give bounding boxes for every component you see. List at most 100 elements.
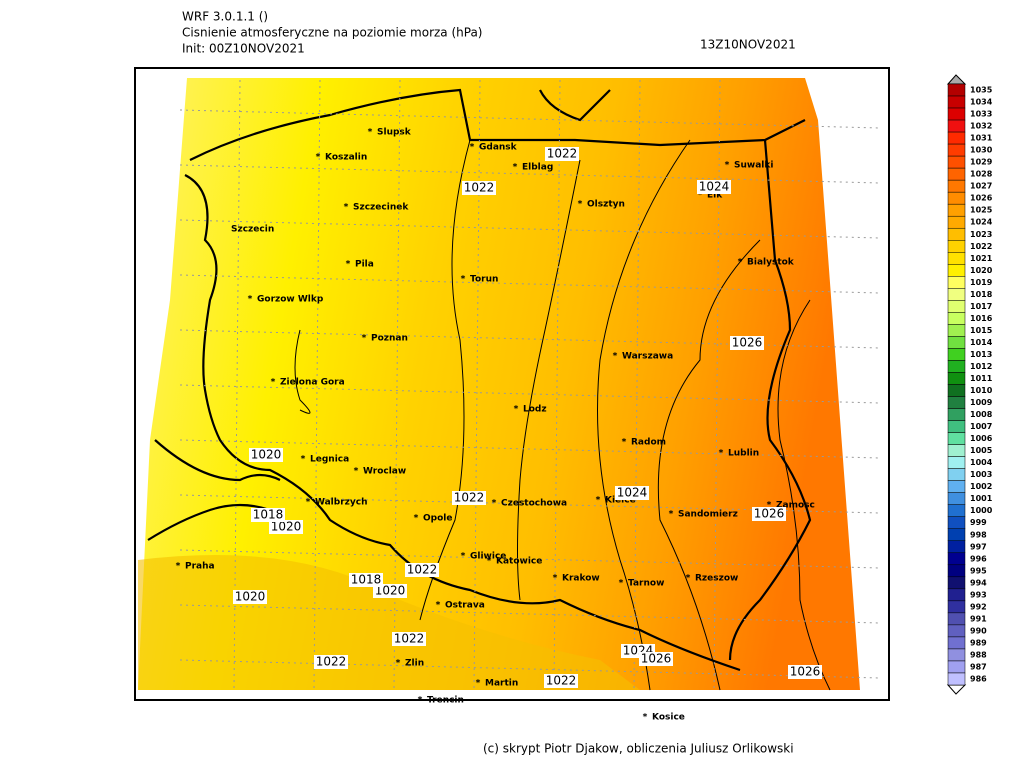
city-marker: * (738, 258, 743, 268)
colorbar-swatch (947, 131, 966, 145)
colorbar-bottom-arrow (946, 684, 967, 695)
contour-label: 1022 (547, 147, 578, 161)
contour-label-bg (349, 573, 383, 587)
city-marker: * (301, 455, 306, 465)
contour-label: 1020 (251, 448, 282, 462)
map (134, 67, 890, 701)
city-label: Slupsk (377, 128, 412, 138)
city-label: Radom (631, 438, 666, 448)
colorbar-label: 1001 (970, 494, 993, 503)
city-label: Szczecinek (353, 203, 409, 213)
city-marker: * (470, 143, 475, 153)
colorbar-label: 1004 (970, 458, 993, 467)
colorbar-label: 1031 (970, 134, 993, 143)
city-label: Praha (185, 562, 215, 572)
model-label: WRF 3.0.1.1 () (182, 10, 268, 24)
city-marker: * (596, 496, 601, 506)
city-label: Koszalin (325, 153, 367, 163)
colorbar-label: 1035 (970, 86, 993, 95)
colorbar-label: 1011 (970, 374, 993, 383)
colorbar-label: 1000 (970, 506, 993, 515)
colorbar-swatch (947, 564, 966, 578)
colorbar-swatch (947, 444, 966, 457)
graticule-line (179, 274, 881, 294)
city-label: Gdansk (479, 143, 518, 153)
colorbar-label: 1020 (970, 266, 993, 275)
colorbar-label: 990 (970, 626, 987, 635)
city-label: Walbrzych (315, 498, 368, 508)
colorbar-swatch (947, 540, 966, 554)
contour-label: 1024 (617, 486, 648, 500)
city-label: Opole (423, 514, 452, 524)
colorbar-swatch (947, 612, 966, 626)
city-label: Bialystok (747, 258, 795, 268)
contour-label-bg (788, 665, 822, 679)
city-marker: * (725, 161, 730, 171)
colorbar-label: 1021 (970, 254, 993, 263)
credits: (c) skrypt Piotr Djakow, obliczenia Juli… (483, 742, 794, 756)
city-label: Pila (355, 260, 374, 270)
colorbar-label: 1030 (970, 146, 993, 155)
city-label: Sandomierz (678, 510, 738, 520)
colorbar-swatch (947, 468, 966, 481)
city-marker: * (476, 679, 481, 689)
colorbar-label: 1018 (970, 290, 993, 299)
colorbar-swatch (947, 107, 966, 121)
contour-label-bg (462, 181, 496, 195)
city-label: Warszawa (622, 352, 673, 362)
colorbar-swatch (947, 155, 966, 169)
colorbar-swatch (947, 648, 966, 662)
colorbar-swatch (947, 588, 966, 602)
colorbar-label: 1028 (970, 170, 993, 179)
colorbar-label: 989 (970, 638, 987, 647)
contour-label: 1026 (641, 652, 672, 666)
colorbar-swatch (947, 83, 966, 97)
colorbar-label: 1014 (970, 338, 993, 347)
city-label: Tarnow (628, 579, 664, 589)
colorbar-swatch (947, 636, 966, 650)
city-marker: * (613, 352, 618, 362)
colorbar-label: 994 (970, 578, 987, 587)
colorbar-label: 988 (970, 650, 987, 659)
contour-label: 1022 (464, 181, 495, 195)
map-frame (134, 67, 890, 701)
city-label: Szczecin (231, 225, 274, 235)
city-marker: * (418, 696, 423, 706)
colorbar-swatch (947, 215, 966, 229)
colorbar-swatch (947, 324, 966, 337)
city-marker: * (461, 275, 466, 285)
colorbar-swatch (947, 300, 966, 313)
colorbar-swatch (947, 396, 966, 409)
colorbar-top-arrow (946, 74, 967, 85)
colorbar-label: 998 (970, 530, 987, 539)
city-marker: * (698, 191, 703, 201)
city-marker: * (492, 499, 497, 509)
colorbar-swatch (947, 191, 966, 205)
map-title: Cisnienie atmosferyczne na poziomie morz… (182, 26, 483, 40)
contour-label-bg (373, 584, 407, 598)
colorbar-swatch (947, 167, 966, 181)
city-marker: * (767, 501, 772, 511)
init-time: Init: 00Z10NOV2021 (182, 42, 305, 56)
city-label: Torun (470, 275, 498, 285)
colorbar-swatch (947, 660, 966, 674)
city-label: Suwalki (734, 161, 773, 171)
contour-label: 1022 (546, 674, 577, 688)
colorbar-label: 995 (970, 566, 987, 575)
colorbar-label: 1022 (970, 242, 992, 251)
colorbar-label: 1010 (970, 386, 993, 395)
city-marker: * (354, 467, 359, 477)
contour-label-bg (392, 632, 426, 646)
colorbar-label: 1003 (970, 470, 992, 479)
graticule-line (179, 219, 881, 239)
graticule-line (179, 659, 881, 679)
graticule-line (179, 384, 881, 404)
city-marker: * (619, 579, 624, 589)
colorbar-swatch (947, 672, 966, 686)
colorbar-label: 987 (970, 662, 987, 671)
contour-label-bg (752, 507, 786, 521)
colorbar-label: 1023 (970, 230, 992, 239)
colorbar-label: 1032 (970, 122, 992, 131)
colorbar-swatch (947, 624, 966, 638)
